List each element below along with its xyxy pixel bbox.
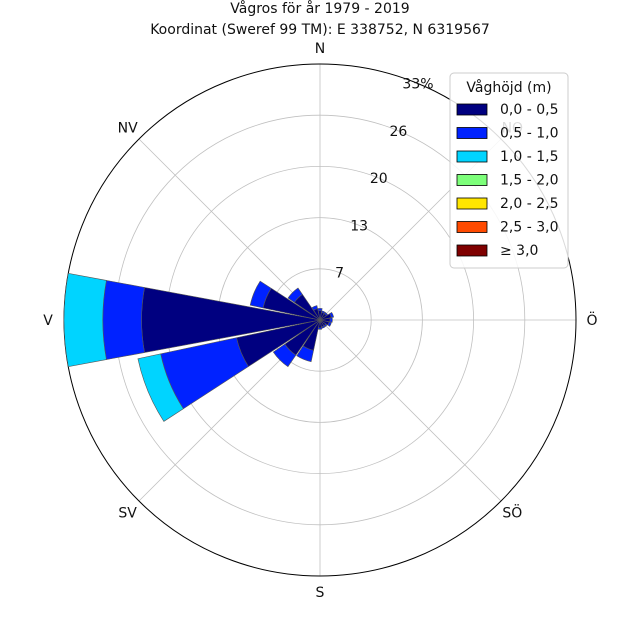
- legend-entry-label: ≥ 3,0: [500, 243, 538, 259]
- chart-subtitle: Koordinat (Sweref 99 TM): E 338752, N 63…: [150, 22, 490, 38]
- bar-segment: [317, 327, 323, 330]
- radial-tick-label: 33%: [402, 76, 433, 92]
- chart-title: Vågros för år 1979 - 2019: [230, 0, 409, 17]
- bar-segment: [287, 287, 303, 303]
- bar-segment: [249, 280, 272, 309]
- bars: [63, 273, 335, 422]
- bar-segment: [329, 311, 335, 318]
- direction-label: V: [43, 313, 53, 329]
- bar-segment: [296, 345, 314, 363]
- legend-entry-label: 2,5 - 3,0: [500, 220, 558, 236]
- legend-swatch: [456, 244, 488, 257]
- direction-label: S: [316, 585, 325, 601]
- bar-segment: [327, 321, 332, 327]
- direction-label: SÖ: [502, 503, 522, 521]
- direction-label: Ö: [586, 311, 597, 329]
- bar-segment: [137, 353, 184, 422]
- legend-entry-label: 2,0 - 2,5: [500, 196, 558, 212]
- legend-swatch: [456, 150, 488, 163]
- legend-entry-label: 1,0 - 1,5: [500, 149, 558, 165]
- radial-tick-label: 7: [335, 266, 344, 282]
- legend-title: Våghöjd (m): [466, 79, 551, 96]
- bar-segment: [102, 280, 145, 360]
- legend-swatch: [456, 174, 488, 186]
- bar-segment: [329, 317, 333, 323]
- grid-spoke: [138, 138, 321, 321]
- legend-entry-label: 0,5 - 1,0: [500, 126, 558, 142]
- bar-segment: [311, 305, 318, 311]
- bar-segment: [63, 273, 107, 367]
- bar-segment: [317, 308, 323, 312]
- bar-segment: [272, 343, 297, 368]
- legend-swatch: [456, 221, 488, 233]
- direction-label: NV: [118, 121, 138, 137]
- direction-label: SV: [118, 505, 137, 521]
- legend: Våghöjd (m) 0,0 - 0,5 0,5 - 1,0 1,0 - 1,5 1,…: [449, 72, 569, 269]
- legend-box: [449, 72, 569, 269]
- direction-label: N: [315, 41, 325, 57]
- legend-swatch: [456, 197, 488, 210]
- grid-spoke: [319, 319, 502, 502]
- legend-swatch: [456, 103, 488, 116]
- legend-swatch: [456, 127, 488, 139]
- legend-entry-label: 0,0 - 0,5: [500, 102, 558, 118]
- radial-tick-label: 20: [370, 171, 388, 187]
- radial-tick-label: 13: [350, 218, 368, 234]
- legend-entry-label: 1,5 - 2,0: [500, 173, 558, 189]
- radial-tick-label: 26: [389, 124, 407, 140]
